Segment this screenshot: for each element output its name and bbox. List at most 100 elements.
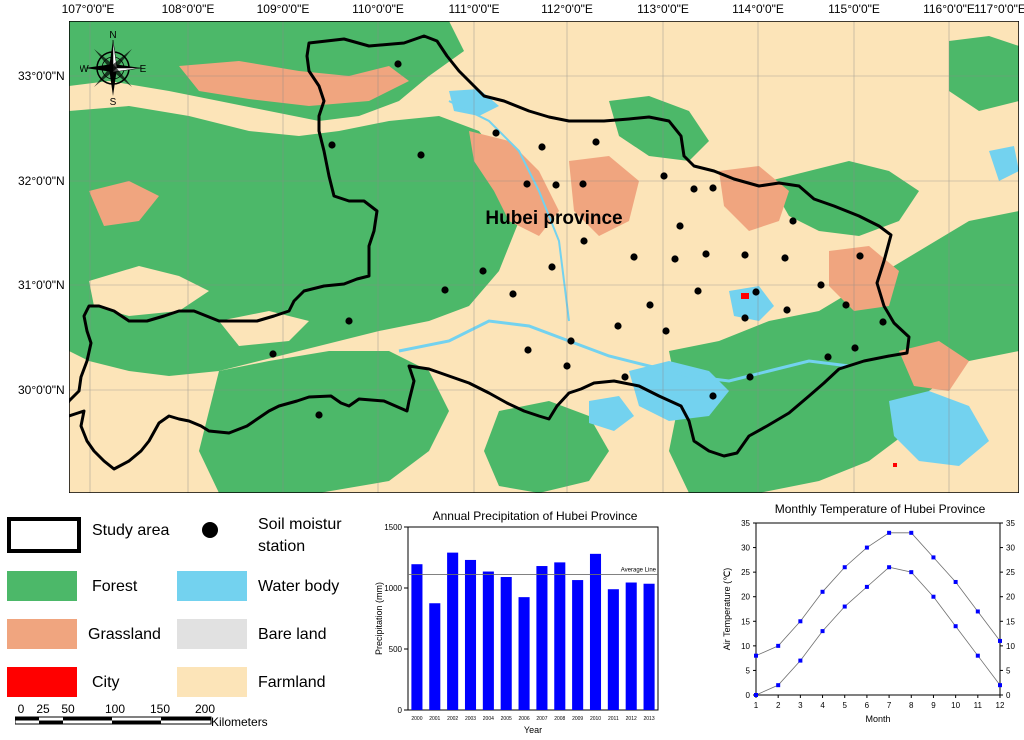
soil-moisture-station	[492, 129, 500, 137]
precip-bar	[554, 562, 566, 710]
legend-farmland: Farmland	[258, 674, 326, 691]
water-body	[729, 286, 774, 321]
bare-land-swatch	[177, 619, 247, 649]
soil-moisture-station	[315, 411, 323, 419]
longitude-label: 111°0'0"E	[448, 2, 500, 16]
soil-moisture-station	[746, 373, 754, 381]
temp-point	[998, 638, 1002, 643]
grassland-area	[179, 61, 409, 106]
longitude-label: 115°0'0"E	[828, 2, 880, 16]
precip-bar	[429, 603, 441, 710]
soil-moisture-station	[817, 281, 825, 289]
temp-point	[975, 609, 980, 614]
precip-x-tick-label: 2001	[429, 716, 440, 722]
temp-x-tick-label: 7	[887, 701, 892, 710]
precip-bar	[625, 582, 637, 710]
temp-x-tick-label: 10	[951, 701, 960, 710]
temp-x-tick-label: 11	[974, 701, 983, 710]
precip-x-tick-label: 2003	[465, 716, 476, 722]
latitude-label: 33°0'0"N	[18, 69, 65, 83]
soil-moisture-station	[614, 322, 622, 330]
temp-y-tick-label-right: 30	[1006, 544, 1015, 553]
temp-y-tick-label: 0	[746, 691, 751, 700]
precip-average-label: Average Line	[621, 568, 657, 574]
temp-point	[798, 619, 803, 624]
precip-bar	[500, 577, 512, 710]
temp-series-line	[755, 566, 1001, 696]
soil-moisture-station	[567, 337, 575, 345]
soil-moisture-station	[621, 373, 629, 381]
soil-moisture-station	[694, 287, 702, 295]
scale-unit: Kilometers	[211, 715, 268, 729]
precip-x-axis-label: Year	[524, 725, 542, 735]
temp-y-tick-label-right: 0	[1006, 691, 1011, 700]
precip-y-tick-label: 1500	[384, 523, 402, 532]
temp-y-tick-label: 30	[741, 544, 750, 553]
grassland-area	[719, 166, 789, 231]
soil-moisture-station	[345, 317, 353, 325]
temp-x-axis-label: Month	[865, 714, 890, 724]
legend-station-line2: station	[258, 538, 306, 555]
soil-moisture-station	[523, 180, 531, 188]
temp-y-tick-label: 20	[741, 593, 750, 602]
precip-x-tick-label: 2005	[501, 716, 512, 722]
soil-moisture-station	[879, 318, 887, 326]
farmland-swatch	[177, 667, 247, 697]
soil-moisture-station	[630, 253, 638, 261]
temp-point	[864, 545, 869, 550]
scale-tick-label: 50	[61, 702, 75, 716]
scale-tick-label: 150	[149, 702, 171, 716]
longitude-label: 116°0'0"E	[923, 2, 975, 16]
scale-tick-label: 25	[36, 702, 50, 716]
soil-moisture-station	[394, 60, 402, 68]
soil-moisture-station	[842, 301, 850, 309]
temp-point	[776, 643, 781, 648]
land-cover-map: Hubei province	[69, 21, 1019, 493]
soil-moisture-station	[563, 362, 571, 370]
city-area	[893, 463, 897, 467]
precip-y-tick-label: 500	[389, 645, 403, 654]
latitude-label: 30°0'0"N	[18, 383, 65, 397]
temp-y-tick-label: 25	[741, 568, 750, 577]
temp-y-axis-label: Air Temperature (℃)	[722, 568, 732, 650]
soil-moisture-station	[646, 301, 654, 309]
temp-series-line	[755, 532, 1001, 657]
precip-y-tick-label: 1000	[384, 584, 402, 593]
forest-area	[949, 36, 1019, 111]
water-body	[889, 391, 989, 466]
precip-x-tick-label: 2009	[572, 716, 583, 722]
longitude-label: 107°0'0"E	[61, 2, 115, 16]
temp-point	[798, 658, 803, 663]
soil-moisture-station	[662, 327, 670, 335]
temp-point	[754, 653, 758, 658]
legend-water: Water body	[258, 578, 340, 595]
study-area-boundary	[69, 34, 911, 471]
precip-x-tick-label: 2004	[483, 716, 494, 722]
soil-moisture-station	[660, 172, 668, 180]
temp-y-tick-label-right: 15	[1006, 617, 1015, 626]
longitude-label: 112°0'0"E	[541, 2, 593, 16]
forest-area	[484, 401, 609, 493]
station-marker-swatch	[202, 522, 218, 538]
compass-north: N	[109, 30, 116, 41]
temp-point	[754, 693, 758, 697]
soil-moisture-station	[856, 252, 864, 260]
precip-x-tick-label: 2011	[608, 716, 619, 722]
temp-chart-title: Monthly Temperature of Hubei Province	[774, 502, 986, 516]
precip-x-tick-label: 2012	[626, 716, 637, 722]
precip-bar	[607, 589, 619, 710]
compass-east: E	[140, 64, 146, 75]
temp-y-tick-label: 5	[746, 666, 751, 675]
precip-bar	[482, 571, 494, 710]
precip-x-tick-label: 2013	[644, 716, 655, 722]
precip-x-tick-label: 2010	[590, 716, 601, 722]
precip-chart-title: Annual Precipitation of Hubei Province	[432, 509, 638, 523]
water-body	[589, 396, 634, 431]
soil-moisture-station	[269, 350, 277, 358]
temp-y-tick-label: 35	[741, 519, 750, 528]
forest-swatch	[7, 571, 77, 601]
precip-x-tick-label: 2008	[554, 716, 565, 722]
temp-x-tick-label: 6	[865, 701, 870, 710]
temp-point	[887, 565, 892, 570]
soil-moisture-station	[824, 353, 832, 361]
